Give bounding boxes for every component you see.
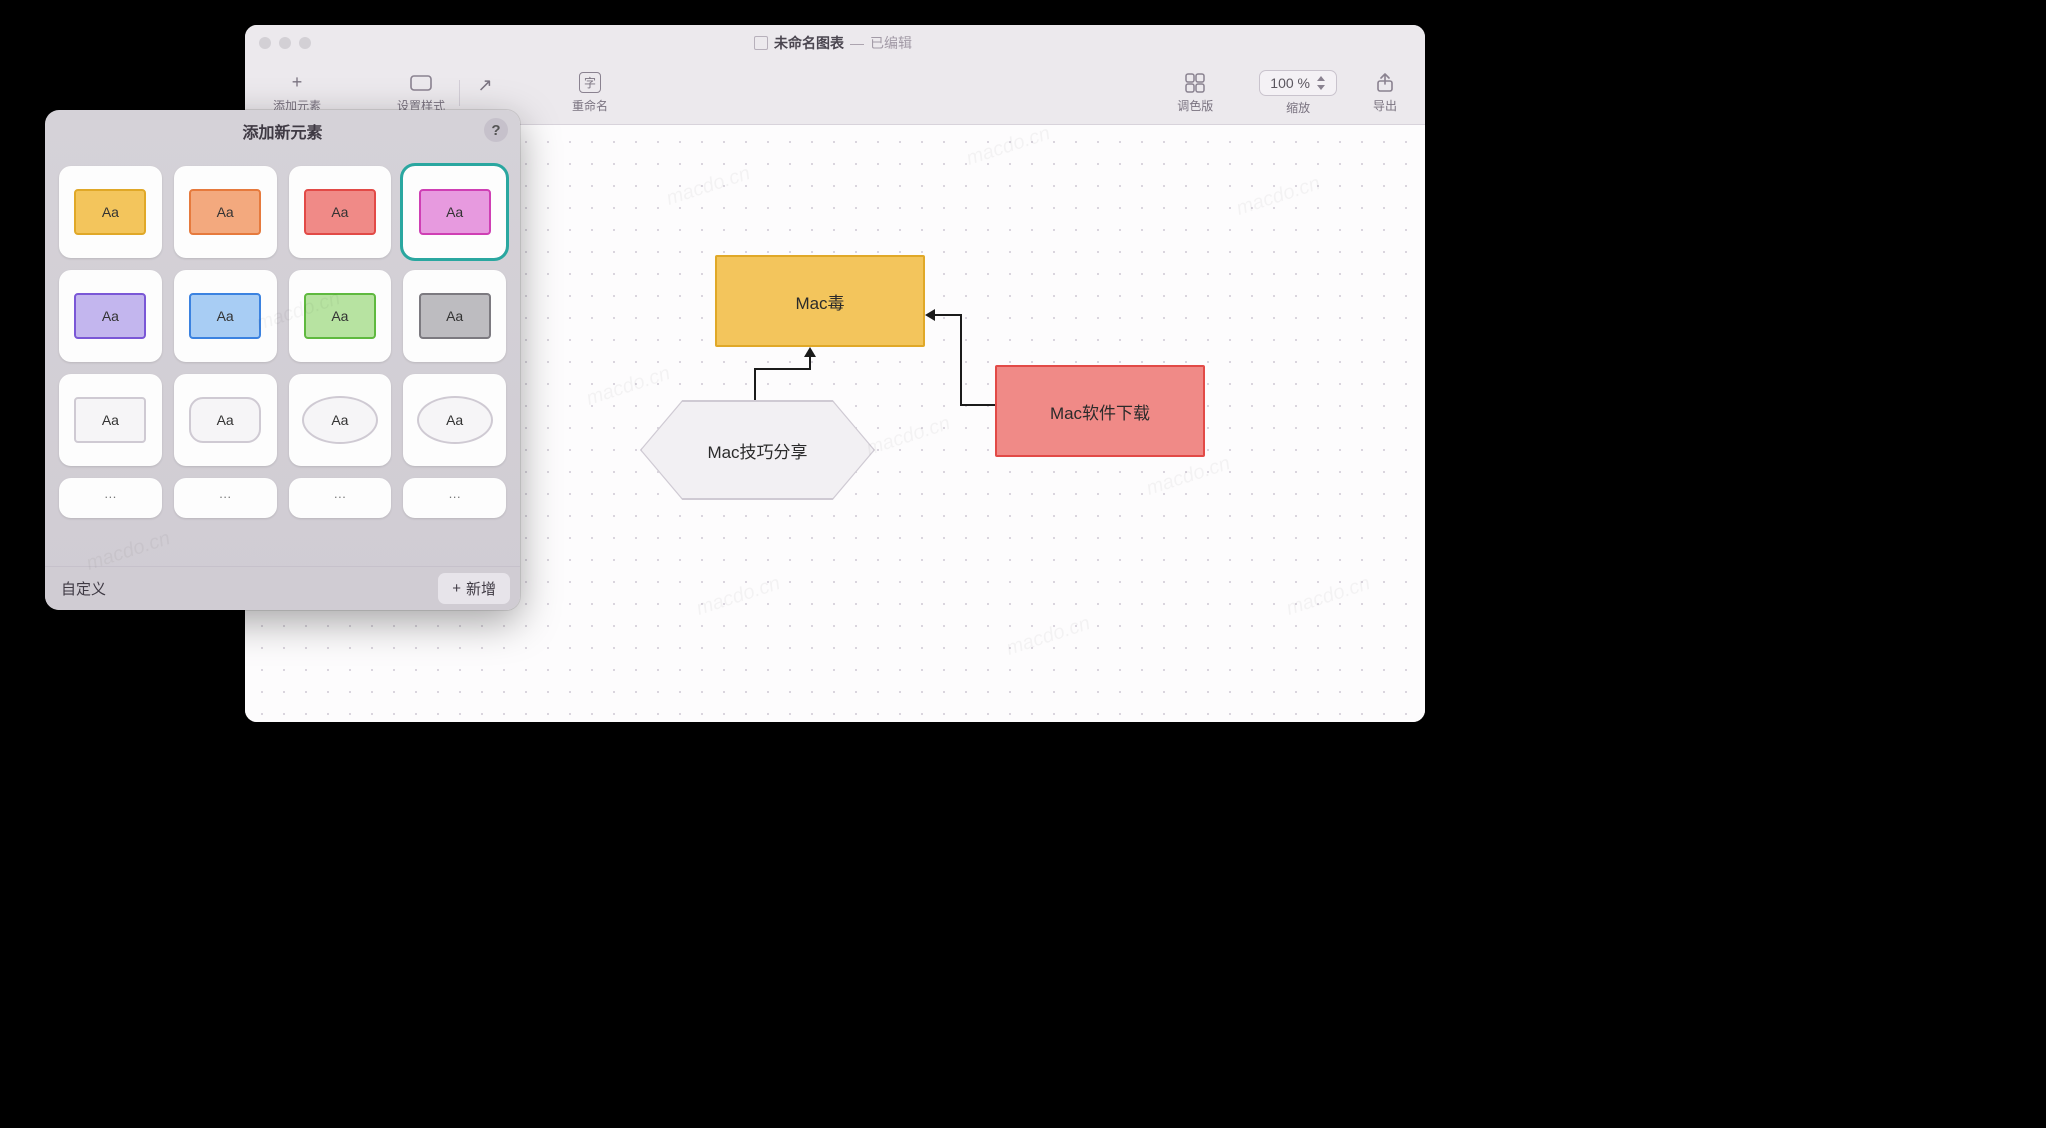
minimize-dot[interactable] xyxy=(279,37,291,49)
grid-icon xyxy=(1184,72,1206,94)
swatch-shape: Aa xyxy=(304,189,376,235)
add-element-popover: 添加新元素 ? Aa Aa Aa Aa Aa Aa Aa Aa Aa Aa Aa Aa … … … … 自定义… xyxy=(45,110,520,610)
swatch-shape: Aa xyxy=(419,189,491,235)
add-new-button[interactable]: + 新增 xyxy=(438,573,510,604)
swatch-shape: Aa xyxy=(417,396,493,444)
swatch-shape: Aa xyxy=(304,293,376,339)
swatch-4[interactable]: Aa xyxy=(59,270,162,362)
popover-footer: 自定义 + 新增 xyxy=(45,566,520,610)
zoom-label: 缩放 xyxy=(1286,99,1310,116)
swatch-6[interactable]: Aa xyxy=(289,270,392,362)
connect-button[interactable]: ↗ xyxy=(466,74,504,111)
plus-icon: + xyxy=(286,72,308,94)
swatch-0[interactable]: Aa xyxy=(59,166,162,258)
custom-label: 自定义 xyxy=(61,578,106,599)
rename-label: 重命名 xyxy=(572,97,608,114)
rename-button[interactable]: 字 重命名 xyxy=(564,72,616,114)
swatch-shape: Aa xyxy=(74,293,146,339)
popover-title-text: 添加新元素 xyxy=(242,119,322,143)
swatch-shape: Aa xyxy=(189,189,261,235)
swatch-shape: Aa xyxy=(189,397,261,443)
swatch-3[interactable]: Aa xyxy=(403,166,506,258)
close-dot[interactable] xyxy=(259,37,271,49)
swatch-peek-3[interactable]: … xyxy=(403,478,506,518)
swatch-shape: Aa xyxy=(419,293,491,339)
swatch-peek-1[interactable]: … xyxy=(174,478,277,518)
titlebar: 未命名图表 — 已编辑 xyxy=(245,25,1425,61)
swatch-shape: Aa xyxy=(302,396,378,444)
swatch-7[interactable]: Aa xyxy=(403,270,506,362)
zoom-button[interactable]: 100 % xyxy=(1259,70,1337,96)
title-separator: — xyxy=(850,35,864,51)
toolbar-separator xyxy=(459,80,460,106)
stepper-icon xyxy=(1316,76,1326,90)
window-title: 未命名图表 — 已编辑 xyxy=(319,33,1347,53)
custom-button[interactable]: 自定义 xyxy=(55,573,120,604)
swatch-peek-2[interactable]: … xyxy=(289,478,392,518)
add-new-label: 新增 xyxy=(466,578,496,599)
swatch-2[interactable]: Aa xyxy=(289,166,392,258)
traffic-lights[interactable] xyxy=(259,37,311,49)
swatch-grid: Aa Aa Aa Aa Aa Aa Aa Aa Aa Aa Aa Aa … … … … xyxy=(45,152,520,566)
arrow-up-right-icon: ↗ xyxy=(474,74,496,96)
zoom-control[interactable]: 100 % 缩放 xyxy=(1251,70,1345,116)
swatch-1[interactable]: Aa xyxy=(174,166,277,258)
document-icon xyxy=(754,36,768,50)
zoom-value: 100 % xyxy=(1270,75,1310,91)
swatch-shape: Aa xyxy=(74,189,146,235)
plus-icon: + xyxy=(452,580,461,597)
text-frame-icon: 字 xyxy=(579,72,601,94)
swatch-shape: Aa xyxy=(189,293,261,339)
swatch-peek-0[interactable]: … xyxy=(59,478,162,518)
swatch-10[interactable]: Aa xyxy=(289,374,392,466)
rectangle-icon xyxy=(410,72,432,94)
swatch-shape: Aa xyxy=(74,397,146,443)
help-button[interactable]: ? xyxy=(484,118,508,142)
swatch-11[interactable]: Aa xyxy=(403,374,506,466)
add-element-button[interactable]: + 添加元素 xyxy=(265,72,329,114)
popover-title: 添加新元素 ? xyxy=(45,110,520,152)
zoom-dot[interactable] xyxy=(299,37,311,49)
set-style-button[interactable]: 设置样式 xyxy=(389,72,453,114)
swatch-9[interactable]: Aa xyxy=(174,374,277,466)
share-icon xyxy=(1374,72,1396,94)
palette-button[interactable]: 调色版 xyxy=(1169,72,1221,114)
document-name: 未命名图表 xyxy=(774,33,844,53)
export-button[interactable]: 导出 xyxy=(1365,72,1405,114)
palette-label: 调色版 xyxy=(1177,97,1213,114)
swatch-5[interactable]: Aa xyxy=(174,270,277,362)
export-label: 导出 xyxy=(1373,97,1397,114)
swatch-8[interactable]: Aa xyxy=(59,374,162,466)
document-status: 已编辑 xyxy=(870,33,912,53)
